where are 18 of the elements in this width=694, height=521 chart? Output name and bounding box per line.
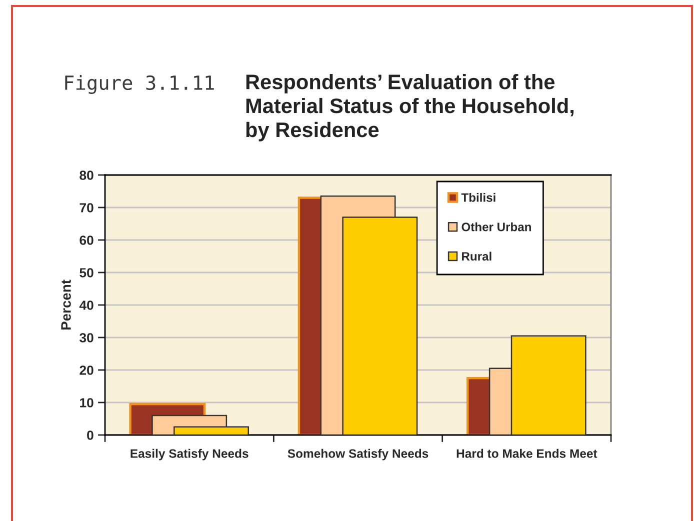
legend-label: Tbilisi bbox=[461, 192, 496, 202]
y-tick-label: 50 bbox=[80, 268, 94, 278]
x-tick-label: Somehow Satisfy Needs bbox=[288, 448, 428, 460]
x-tick-label: Easily Satisfy Needs bbox=[130, 448, 248, 460]
y-axis-title: Percent bbox=[61, 280, 71, 330]
caption: Figure 3.1.11 bbox=[65, 75, 214, 94]
y-tick-label: 0 bbox=[87, 430, 94, 440]
legend-label: Other Urban bbox=[462, 222, 531, 232]
chart-title: Respondents’ Evaluation of the Material Status of the Household, by Residence bbox=[246, 74, 574, 142]
y-tick-label: 40 bbox=[79, 300, 94, 310]
legend-label: Rural bbox=[462, 252, 492, 261]
y-tick-label: 60 bbox=[80, 236, 94, 245]
y-tick-label: 20 bbox=[80, 366, 94, 375]
y-tick-label: 80 bbox=[80, 170, 94, 180]
y-tick-label: 70 bbox=[80, 203, 94, 212]
x-tick-label: Hard to Make Ends Meet bbox=[456, 448, 598, 458]
y-tick-label: 30 bbox=[80, 333, 94, 342]
y-tick-label: 10 bbox=[80, 398, 94, 408]
